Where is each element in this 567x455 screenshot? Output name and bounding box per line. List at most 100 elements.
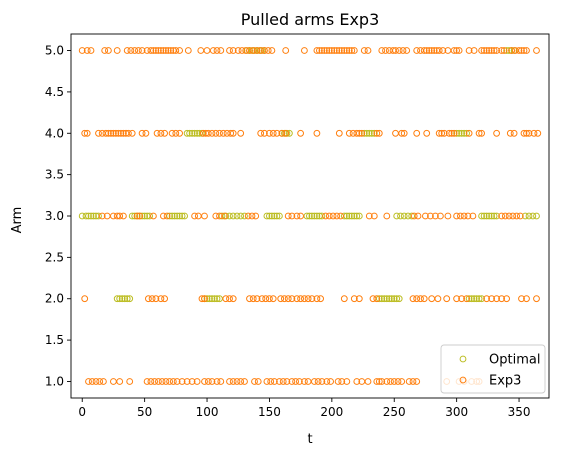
point-exp3 bbox=[238, 47, 246, 54]
x-tick-label: 200 bbox=[320, 405, 343, 419]
point-exp3 bbox=[183, 378, 191, 385]
point-exp3 bbox=[444, 212, 452, 220]
point-exp3 bbox=[498, 295, 506, 303]
point-optimal bbox=[503, 47, 511, 54]
point-optimal bbox=[397, 212, 404, 220]
point-exp3 bbox=[375, 129, 383, 137]
point-optimal bbox=[400, 212, 408, 220]
point-exp3 bbox=[126, 378, 134, 385]
point-exp3 bbox=[244, 212, 252, 220]
point-exp3 bbox=[155, 378, 162, 385]
point-exp3 bbox=[217, 47, 225, 54]
point-optimal bbox=[123, 295, 131, 303]
point-optimal bbox=[87, 212, 95, 220]
point-exp3 bbox=[355, 129, 363, 137]
point-exp3 bbox=[229, 295, 237, 303]
point-exp3 bbox=[188, 378, 196, 385]
point-optimal bbox=[168, 212, 176, 220]
y-tick-label: 2.0 bbox=[45, 292, 64, 306]
point-exp3 bbox=[360, 47, 368, 54]
x-tick-label: 100 bbox=[196, 405, 219, 419]
point-exp3 bbox=[439, 47, 447, 54]
point-exp3 bbox=[117, 129, 125, 137]
point-exp3 bbox=[463, 295, 471, 303]
point-exp3 bbox=[348, 47, 356, 54]
point-exp3 bbox=[271, 378, 278, 385]
point-optimal bbox=[138, 212, 146, 220]
point-exp3 bbox=[321, 47, 328, 54]
point-optimal bbox=[263, 212, 271, 220]
point-exp3 bbox=[350, 295, 358, 303]
point-optimal bbox=[191, 129, 199, 137]
point-exp3 bbox=[249, 47, 257, 54]
point-exp3 bbox=[423, 129, 431, 137]
point-optimal bbox=[318, 212, 326, 220]
point-exp3 bbox=[226, 378, 233, 385]
point-optimal bbox=[308, 212, 316, 220]
point-exp3 bbox=[297, 212, 305, 220]
point-exp3 bbox=[469, 212, 477, 220]
point-optimal bbox=[266, 212, 273, 220]
y-tick-label: 1.0 bbox=[45, 374, 64, 388]
point-exp3 bbox=[364, 47, 372, 54]
point-exp3 bbox=[150, 212, 157, 220]
point-exp3 bbox=[427, 212, 434, 220]
legend-marker-exp3 bbox=[459, 376, 467, 384]
point-exp3 bbox=[322, 212, 330, 220]
point-exp3 bbox=[432, 212, 439, 220]
point-exp3 bbox=[85, 378, 92, 385]
point-exp3 bbox=[338, 47, 346, 54]
point-optimal bbox=[113, 295, 121, 303]
point-exp3 bbox=[378, 47, 386, 54]
y-tick-label: 2.5 bbox=[45, 250, 64, 264]
point-exp3 bbox=[261, 47, 268, 54]
point-exp3 bbox=[246, 47, 253, 54]
point-exp3 bbox=[284, 212, 292, 220]
point-exp3 bbox=[530, 129, 538, 137]
point-exp3 bbox=[364, 378, 372, 385]
series-exp3 bbox=[78, 47, 542, 385]
point-exp3 bbox=[413, 129, 421, 137]
point-exp3 bbox=[488, 295, 496, 303]
point-optimal bbox=[276, 212, 283, 220]
point-exp3 bbox=[282, 47, 290, 54]
point-optimal bbox=[473, 295, 481, 303]
point-exp3 bbox=[164, 47, 172, 54]
point-exp3 bbox=[301, 47, 308, 54]
point-exp3 bbox=[78, 47, 86, 54]
point-optimal bbox=[478, 212, 486, 220]
point-exp3 bbox=[81, 295, 89, 303]
point-exp3 bbox=[323, 47, 331, 54]
point-exp3 bbox=[518, 47, 525, 54]
point-optimal bbox=[181, 212, 189, 220]
point-exp3 bbox=[453, 212, 461, 220]
point-exp3 bbox=[435, 47, 443, 54]
point-exp3 bbox=[450, 47, 458, 54]
point-exp3 bbox=[269, 295, 277, 303]
point-exp3 bbox=[478, 129, 486, 137]
point-exp3 bbox=[333, 212, 341, 220]
point-optimal bbox=[186, 129, 194, 137]
point-exp3 bbox=[252, 212, 260, 220]
point-exp3 bbox=[278, 129, 286, 137]
point-exp3 bbox=[204, 129, 212, 137]
point-optimal bbox=[237, 212, 245, 220]
point-exp3 bbox=[253, 47, 261, 54]
point-exp3 bbox=[422, 212, 429, 220]
point-optimal bbox=[463, 129, 471, 137]
point-exp3 bbox=[398, 378, 406, 385]
point-exp3 bbox=[525, 129, 533, 137]
point-exp3 bbox=[410, 212, 418, 220]
point-exp3 bbox=[198, 295, 206, 303]
point-exp3 bbox=[283, 378, 291, 385]
point-exp3 bbox=[229, 378, 237, 385]
point-exp3 bbox=[483, 47, 491, 54]
point-exp3 bbox=[448, 129, 456, 137]
point-exp3 bbox=[110, 129, 117, 137]
point-exp3 bbox=[153, 129, 161, 137]
point-exp3 bbox=[178, 378, 186, 385]
point-exp3 bbox=[258, 295, 266, 303]
point-exp3 bbox=[267, 378, 275, 385]
point-exp3 bbox=[423, 47, 431, 54]
